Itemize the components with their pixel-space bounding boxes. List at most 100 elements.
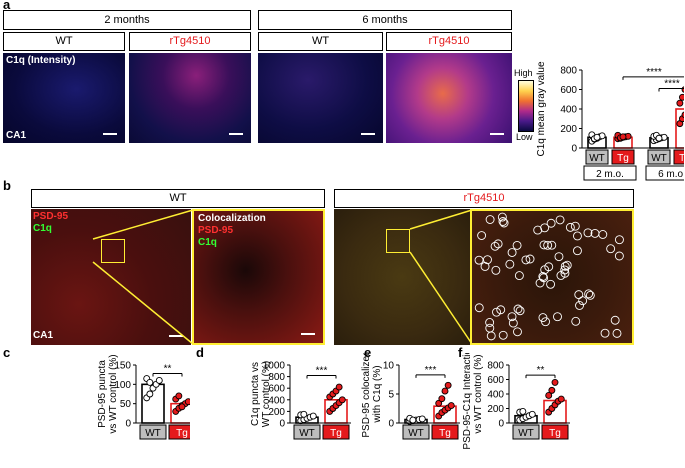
data-point [447, 402, 455, 410]
panel-letter-b: b [3, 178, 11, 193]
coloc-circle [508, 318, 518, 328]
data-point [681, 111, 684, 119]
x-tick-label: WT [589, 153, 605, 164]
data-point [548, 386, 556, 394]
coloc-circle [614, 251, 624, 261]
scale-bar [103, 133, 117, 135]
coloc-circle [485, 323, 495, 333]
zoom-box-tg [386, 229, 410, 253]
coloc-circle [600, 328, 610, 338]
y-tick-label: 5 [388, 390, 394, 401]
y-tick-label: 0 [279, 419, 285, 430]
c1q-intensity-label: C1q (Intensity) [6, 55, 76, 66]
coloc-circle [477, 231, 487, 240]
data-point [146, 378, 154, 386]
coloc-circle [554, 252, 564, 262]
y-tick-label: 0 [571, 144, 577, 155]
coloc-circle [555, 215, 565, 225]
y-tick-label: 200 [268, 407, 285, 418]
coloc-circle [485, 318, 495, 327]
data-point [435, 399, 443, 407]
intensity-colorbar [518, 80, 534, 132]
y-axis-label: C1q puncta vs [250, 362, 261, 426]
coloc-circle [546, 279, 556, 289]
coloc-circle [578, 296, 588, 306]
x-tick-label: Tg [176, 428, 188, 439]
coloc-circle [570, 221, 580, 231]
coloc-circle [498, 330, 508, 340]
chart-c: 0 50 100 150 PSD-95 puncta vs WT control (%) W… [97, 354, 190, 440]
coloc-circle [544, 262, 554, 272]
y-tick-label: 0 [498, 419, 504, 430]
x-tick-label: WT [408, 428, 424, 439]
y-axis-label: C1q mean gray value [536, 61, 547, 156]
colocalization-circles [474, 212, 624, 341]
coloc-circle [497, 212, 507, 222]
coloc-circle [583, 228, 593, 238]
x-tick-label: Tg [330, 428, 342, 439]
coloc-circle [514, 271, 524, 281]
coloc-circle [515, 306, 525, 316]
x-tick-label: WT [651, 153, 667, 164]
coloc-circle [610, 315, 620, 325]
data-point [309, 412, 317, 420]
coloc-circle [565, 222, 575, 232]
genotype-header-wt-b: WT [31, 189, 325, 208]
scale-bar [301, 333, 315, 335]
data-point [551, 378, 559, 386]
zoom-lines-tg [409, 209, 473, 345]
coloc-circle [507, 248, 517, 257]
x-tick-label: Tg [679, 153, 684, 164]
coloc-circle [546, 218, 556, 228]
bar [675, 108, 684, 149]
coloc-circle [485, 215, 495, 224]
coloc-circle [513, 327, 522, 337]
significance-label: *** [316, 365, 328, 376]
category-box [293, 424, 321, 440]
data-point [178, 403, 186, 411]
data-point [146, 390, 154, 398]
y-axis-label: vs WT control (%) [473, 354, 484, 433]
category-box [585, 149, 609, 165]
psd95-label-zoom: PSD-95 [198, 225, 234, 236]
genotype-header-tg-b: rTg4510 [334, 189, 634, 208]
y-tick-label: 800 [268, 372, 285, 383]
y-tick-label: 400 [487, 390, 504, 401]
coloc-circle [540, 223, 550, 233]
group-label: 6 m.o. [658, 169, 684, 180]
category-box [541, 424, 569, 440]
zoom-box-wt [101, 239, 125, 263]
scale-bar [361, 133, 375, 135]
y-tick-label: 1000 [263, 361, 286, 372]
data-point [155, 377, 163, 384]
data-point [418, 415, 426, 423]
category-box [512, 424, 540, 440]
chart-e: 0 5 10 PSD-95 colocalized with C1q (%) WT Tg **… [361, 353, 460, 440]
micrograph-b-tg-zoom [470, 209, 634, 345]
coloc-circle [541, 317, 550, 327]
data-point [335, 383, 343, 391]
genotype-header-wt-2m: WT [3, 32, 125, 51]
micrograph-a-wt-2m: C1q (Intensity) CA1 [3, 53, 125, 143]
coloc-circle [496, 305, 506, 315]
panel-letter-c: c [3, 345, 11, 360]
data-point [409, 416, 417, 424]
data-point [444, 381, 452, 389]
data-point [441, 387, 449, 395]
significance-label: ** [164, 364, 172, 375]
chart-a: 0 200 400 600 800 C1q mean gray value WT Tg WT Tg… [536, 61, 684, 181]
genotype-header-wt-6m: WT [258, 32, 383, 51]
y-axis-label: with C1q (%) [372, 365, 383, 423]
micrograph-b-tg-overview [334, 209, 470, 345]
colorbar-high-label: High [514, 68, 533, 78]
y-tick-label: 50 [120, 399, 132, 410]
coloc-circle [572, 246, 582, 256]
data-point [300, 410, 308, 418]
group-box [583, 165, 637, 181]
micrograph-a-wt-6m [258, 53, 383, 143]
coloc-circle [525, 254, 535, 264]
coloc-circle [507, 312, 517, 322]
coloc-circle [553, 312, 562, 322]
y-tick-label: 100 [114, 380, 131, 391]
